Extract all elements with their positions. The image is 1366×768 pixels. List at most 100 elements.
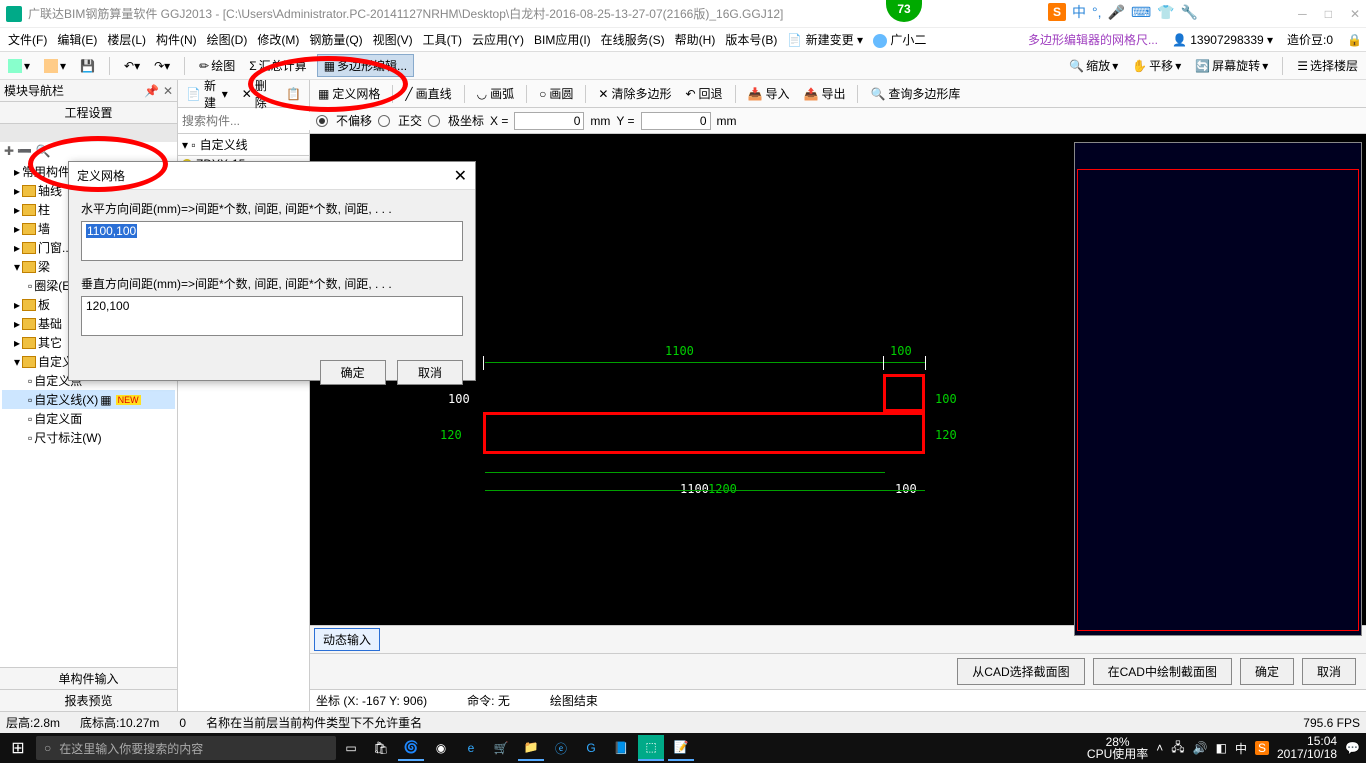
taskbar-search[interactable]: ○ 在这里输入你要搜索的内容 xyxy=(36,736,336,760)
draw-circle-button[interactable]: ○ 画圆 xyxy=(535,83,577,104)
polar-radio[interactable] xyxy=(428,115,440,127)
nav-pin-icon[interactable]: 📌 xyxy=(144,84,159,98)
task-app2[interactable]: ◉ xyxy=(428,735,454,761)
task-app1[interactable]: 🌀 xyxy=(398,735,424,761)
ime-keyboard-icon[interactable]: ⌨ xyxy=(1131,4,1151,21)
menu-component[interactable]: 构件(N) xyxy=(152,29,201,50)
menu-cloud[interactable]: 云应用(Y) xyxy=(468,29,528,50)
tray-sogou[interactable]: S xyxy=(1255,741,1269,755)
ortho-radio[interactable] xyxy=(378,115,390,127)
nav-close-icon[interactable]: ✕ xyxy=(163,84,173,98)
undo-button[interactable]: ↶▾ xyxy=(120,57,144,75)
open-file-button[interactable]: ▾ xyxy=(40,57,70,75)
dialog-input-v[interactable]: 120,100 xyxy=(81,296,463,336)
menu-view[interactable]: 视图(V) xyxy=(369,29,417,50)
task-app5[interactable]: G xyxy=(578,735,604,761)
item-delete-button[interactable]: ✕ 删除 xyxy=(238,75,276,113)
define-grid-button[interactable]: ▦ 定义网格 xyxy=(314,83,384,104)
tray-net-icon[interactable]: 🖧 xyxy=(1171,738,1184,759)
tray-notif-icon[interactable]: 💬 xyxy=(1345,741,1360,755)
dialog-cancel-button[interactable]: 取消 xyxy=(397,360,463,385)
minimize-icon[interactable]: ─ xyxy=(1298,7,1307,21)
select-floor-button[interactable]: ☰ 选择楼层 xyxy=(1293,55,1362,76)
menu-help[interactable]: 帮助(H) xyxy=(671,29,720,50)
draw-line-button[interactable]: ╱ 画直线 xyxy=(401,83,455,104)
poly-editor-tab[interactable]: ▦ 多边形编辑... xyxy=(317,54,414,77)
menu-version[interactable]: 版本号(B) xyxy=(721,29,781,50)
tray-up-icon[interactable]: ˄ xyxy=(1156,741,1163,755)
user-label[interactable]: 广小二 xyxy=(869,29,930,50)
draw-arc-button[interactable]: ◡ 画弧 xyxy=(473,83,519,104)
ime-tool-icon[interactable]: 🔧 xyxy=(1181,4,1198,21)
item-copy-button[interactable]: 📋 xyxy=(282,85,305,103)
from-cad-button[interactable]: 从CAD选择截面图 xyxy=(957,658,1084,685)
rotate-button[interactable]: 🔄 屏幕旋转 ▾ xyxy=(1191,55,1272,76)
pan-button[interactable]: ✋ 平移 ▾ xyxy=(1128,55,1185,76)
task-app8[interactable]: 📝 xyxy=(668,735,694,761)
menu-tools[interactable]: 工具(T) xyxy=(419,29,466,50)
minimap[interactable] xyxy=(1074,142,1362,636)
maximize-icon[interactable]: □ xyxy=(1325,7,1332,21)
phone-label[interactable]: 👤 13907298339 ▾ xyxy=(1172,33,1273,47)
undo-poly-button[interactable]: ↶ 回退 xyxy=(681,83,726,104)
no-offset-radio[interactable] xyxy=(316,115,328,127)
import-button[interactable]: 📥 导入 xyxy=(744,83,794,104)
item-new-button[interactable]: 📄 新建▾ xyxy=(182,75,232,113)
new-change-button[interactable]: 📄 新建变更 ▾ xyxy=(783,29,867,50)
menu-file[interactable]: 文件(F) xyxy=(4,29,51,50)
clear-poly-button[interactable]: ✕ 清除多边形 xyxy=(594,83,675,104)
menu-online[interactable]: 在线服务(S) xyxy=(597,29,669,50)
nav-settings-tab[interactable]: 工程设置 xyxy=(0,102,177,124)
app-icon xyxy=(6,6,22,22)
tray-app-icon[interactable]: ◧ xyxy=(1216,741,1227,755)
tab-report[interactable]: 报表预览 xyxy=(0,689,177,711)
task-ie[interactable]: ⓔ xyxy=(548,735,574,761)
tray-ime[interactable]: 中 xyxy=(1235,740,1247,757)
dialog-input-h[interactable]: 1100,100 xyxy=(81,221,463,261)
in-cad-button[interactable]: 在CAD中绘制截面图 xyxy=(1093,658,1232,685)
save-button[interactable]: 💾 xyxy=(76,57,99,75)
new-file-button[interactable]: ▾ xyxy=(4,57,34,75)
dialog-close-icon[interactable]: ✕ xyxy=(454,166,467,186)
zoom-button[interactable]: 🔍 缩放 ▾ xyxy=(1065,55,1122,76)
ime-punct-icon[interactable]: °, xyxy=(1092,4,1102,20)
draw-button[interactable]: ✏ 绘图 xyxy=(195,55,239,76)
tab-single-input[interactable]: 单构件输入 xyxy=(0,667,177,689)
combo-row[interactable]: ▾ ▫ 自定义线 xyxy=(178,134,309,156)
dialog-ok-button[interactable]: 确定 xyxy=(320,360,386,385)
task-edge[interactable]: e xyxy=(458,735,484,761)
tree-dim[interactable]: ▫ 尺寸标注(W) xyxy=(2,428,175,447)
tray-vol-icon[interactable]: 🔊 xyxy=(1193,741,1208,755)
task-winstore[interactable]: 🛒 xyxy=(488,735,514,761)
ok-button[interactable]: 确定 xyxy=(1240,658,1294,685)
redo-button[interactable]: ↷▾ xyxy=(150,57,174,75)
beans-icon[interactable]: 🔒 xyxy=(1347,33,1362,47)
ime-mic-icon[interactable]: 🎤 xyxy=(1108,4,1125,21)
dynamic-input-button[interactable]: 动态输入 xyxy=(314,628,380,651)
x-input[interactable] xyxy=(514,112,584,130)
export-button[interactable]: 📤 导出 xyxy=(800,83,850,104)
ime-logo[interactable]: S xyxy=(1048,3,1066,21)
menu-modify[interactable]: 修改(M) xyxy=(253,29,303,50)
task-store[interactable]: 🛍 xyxy=(368,735,394,761)
task-explorer[interactable]: 📁 xyxy=(518,735,544,761)
task-app6[interactable]: 📘 xyxy=(608,735,634,761)
sum-calc-button[interactable]: Σ 汇总计算 xyxy=(245,55,310,76)
ime-skin-icon[interactable]: 👕 xyxy=(1157,4,1174,21)
ime-lang[interactable]: 中 xyxy=(1072,2,1086,22)
start-button[interactable]: ⊞ xyxy=(0,738,36,758)
close-icon[interactable]: ✕ xyxy=(1350,7,1360,21)
task-app7[interactable]: ⬚ xyxy=(638,735,664,761)
tree-cface[interactable]: ▫ 自定义面 xyxy=(2,409,175,428)
y-input[interactable] xyxy=(641,112,711,130)
cancel-button[interactable]: 取消 xyxy=(1302,658,1356,685)
menu-floor[interactable]: 楼层(L) xyxy=(103,29,150,50)
menu-edit[interactable]: 编辑(E) xyxy=(53,29,101,50)
task-view-icon[interactable]: ▭ xyxy=(338,735,364,761)
menu-bim[interactable]: BIM应用(I) xyxy=(530,29,595,50)
tree-cline[interactable]: ▫ 自定义线(X)▦NEW xyxy=(2,390,175,409)
tray-clock[interactable]: 15:04 2017/10/18 xyxy=(1277,735,1337,761)
menu-draw[interactable]: 绘图(D) xyxy=(203,29,252,50)
query-button[interactable]: 🔍 查询多边形库 xyxy=(866,83,964,104)
menu-rebar[interactable]: 钢筋量(Q) xyxy=(305,29,366,50)
